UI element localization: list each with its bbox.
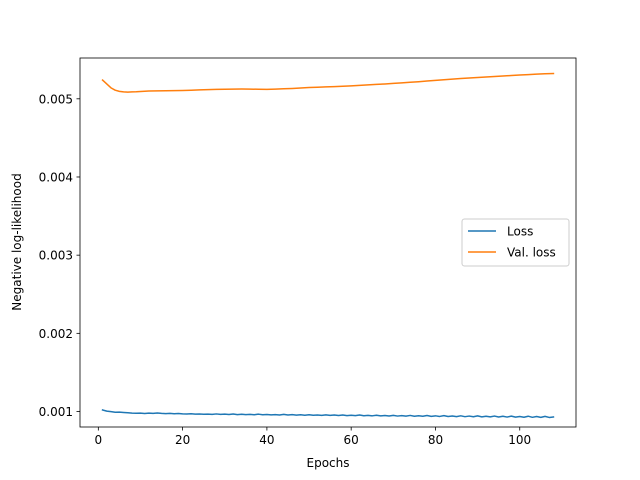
y-tick-label: 0.001 bbox=[39, 405, 73, 419]
legend-label: Val. loss bbox=[507, 246, 556, 260]
legend: Loss Val. loss bbox=[461, 218, 570, 267]
x-tick-label: 100 bbox=[508, 433, 531, 447]
plot-area bbox=[79, 57, 577, 428]
x-axis-label: Epochs bbox=[307, 456, 350, 470]
y-tick-label: 0.002 bbox=[39, 327, 73, 341]
series-line-loss bbox=[101, 409, 555, 419]
x-tick-label: 80 bbox=[428, 433, 443, 447]
x-axis-ticks: 0 20 40 60 80 100 bbox=[95, 427, 531, 447]
x-tick-label: 40 bbox=[259, 433, 274, 447]
legend-label: Loss bbox=[507, 225, 533, 239]
y-tick-label: 0.005 bbox=[39, 92, 73, 106]
y-axis-label: Negative log-likelihood bbox=[10, 173, 24, 310]
x-tick-label: 20 bbox=[175, 433, 190, 447]
y-axis-ticks: 0.001 0.002 0.003 0.004 0.005 bbox=[39, 92, 80, 419]
series-line-val-loss bbox=[101, 72, 555, 93]
axes-frame bbox=[79, 57, 577, 428]
y-tick-label: 0.004 bbox=[39, 170, 73, 184]
x-tick-label: 0 bbox=[95, 433, 103, 447]
y-tick-label: 0.003 bbox=[39, 249, 73, 263]
x-tick-label: 60 bbox=[344, 433, 359, 447]
